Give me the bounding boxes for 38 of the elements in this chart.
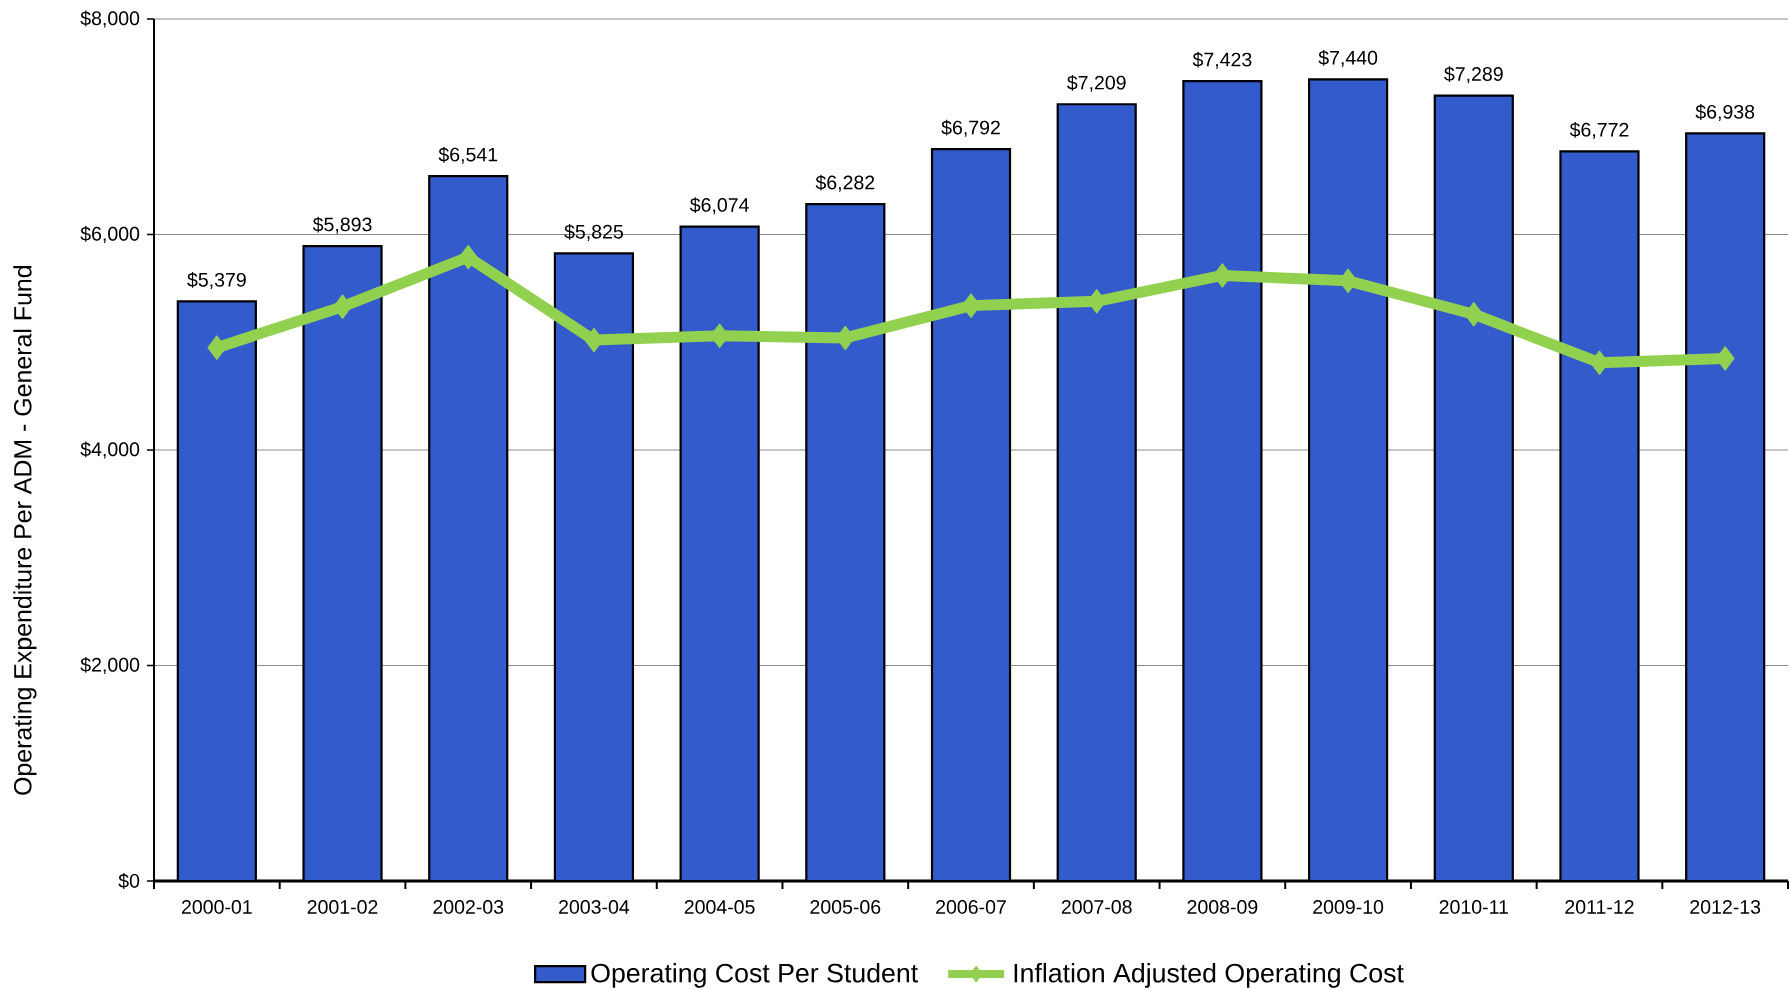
point: [458, 244, 478, 270]
point: [333, 294, 353, 320]
data-label: $6,282: [815, 174, 875, 192]
x-tick-label: 2002-03: [433, 900, 504, 914]
y-tick-label: $0: [118, 873, 140, 889]
x-tick-label: 2006-07: [936, 900, 1006, 914]
data-label: $7,289: [1444, 66, 1503, 84]
data-label: $7,423: [1192, 51, 1252, 69]
y-tick-label: $4,000: [80, 441, 140, 459]
x-tick-label: 2012-13: [1690, 900, 1761, 914]
x-tick-label: 2004-05: [684, 900, 755, 914]
data-label: $6,938: [1695, 104, 1755, 122]
x-tick-label: 2009-10: [1313, 900, 1384, 914]
data-label: $7,440: [1318, 49, 1378, 67]
x-tick-label: 2000-01: [181, 900, 252, 914]
x-tick-label: 2011-12: [1565, 900, 1634, 914]
y-axis-title: Operating Expenditure Per ADM - General Fund: [13, 266, 37, 795]
x-tick-label: 2001-02: [307, 900, 378, 914]
data-label: $5,379: [187, 272, 246, 290]
x-tick-label: 2003-04: [559, 900, 630, 914]
legend-label: Operating Cost Per Student: [591, 962, 918, 988]
y-tick-label: $6,000: [80, 226, 140, 243]
x-tick-label: 2007-08: [1061, 900, 1132, 914]
data-label: $6,772: [1569, 121, 1629, 139]
data-label: $6,074: [689, 197, 749, 215]
data-label: $5,893: [312, 216, 372, 234]
x-tick-label: 2005-06: [810, 900, 881, 914]
x-tick-label: 2010-11: [1439, 900, 1508, 914]
y-tick-label: $8,000: [80, 10, 140, 28]
y-tick-label: $2,000: [80, 657, 140, 674]
legend-label: Inflation Adjusted Operating Cost: [1014, 962, 1404, 988]
data-label: $7,209: [1067, 74, 1126, 92]
x-tick-label: 2008-09: [1187, 900, 1258, 914]
data-label: $6,792: [941, 119, 1000, 137]
point: [207, 335, 227, 361]
data-label: $5,825: [564, 224, 623, 241]
point: [1464, 301, 1484, 327]
data-label: $6,541: [438, 146, 498, 164]
